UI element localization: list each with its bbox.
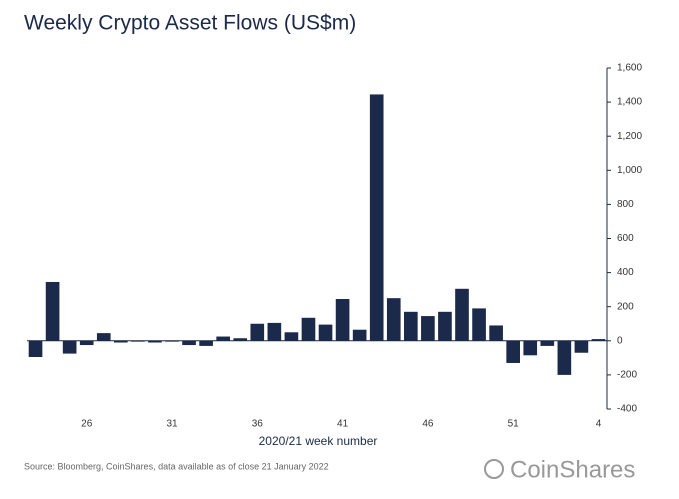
brand-icon (484, 459, 504, 479)
y-tick-label: 400 (617, 267, 634, 278)
bar (318, 324, 333, 341)
bar (352, 329, 367, 341)
bar (301, 317, 316, 341)
bar (557, 340, 572, 375)
x-tick-label: 36 (252, 419, 264, 430)
bar (45, 281, 60, 341)
bar (148, 340, 162, 343)
y-tick-label: 1,600 (617, 63, 642, 74)
bar (131, 340, 145, 342)
x-tick-label: 41 (337, 419, 349, 430)
bar (284, 332, 299, 341)
bar (182, 340, 196, 346)
bar (404, 311, 418, 341)
chart-title: Weekly Crypto Asset Flows (US$m) (24, 12, 356, 35)
bar (199, 340, 213, 346)
bar (335, 299, 350, 341)
bar (438, 311, 452, 341)
bar (216, 336, 230, 341)
x-tick-label: 51 (508, 419, 520, 430)
y-tick-label: -200 (617, 370, 637, 381)
bar (591, 339, 606, 341)
x-tick-label: 31 (166, 419, 178, 430)
brand-logo: CoinShares (510, 456, 635, 483)
bar (506, 340, 520, 363)
bar (489, 325, 503, 341)
bar (455, 288, 469, 341)
bar (421, 316, 435, 341)
y-tick-label: 800 (617, 199, 634, 210)
y-tick-label: 600 (617, 233, 634, 244)
bar (62, 340, 77, 354)
y-tick-label: 1,200 (617, 131, 642, 142)
bar (165, 340, 179, 342)
bar (96, 333, 111, 341)
source-note: Source: Bloomberg, CoinShares, data avai… (24, 461, 329, 471)
y-tick-label: 200 (617, 301, 634, 312)
x-tick-label: 26 (81, 419, 93, 430)
y-tick-label: -400 (617, 404, 637, 415)
bar (28, 340, 43, 357)
bar (369, 94, 384, 341)
bar (472, 308, 486, 341)
y-tick-label: 1,400 (617, 97, 642, 108)
bar (114, 340, 128, 343)
bar (267, 322, 282, 341)
x-tick-label: 4 (596, 419, 602, 430)
bar (250, 323, 265, 341)
bar (540, 340, 555, 346)
bar (386, 298, 401, 341)
y-tick-label: 1,000 (617, 165, 642, 176)
bar (523, 340, 538, 356)
bar (233, 338, 248, 341)
x-tick-label: 46 (422, 419, 434, 430)
x-axis-label: 2020/21 week number (259, 434, 378, 448)
y-tick-label: 0 (617, 335, 623, 346)
bar (574, 340, 589, 353)
bar (79, 340, 94, 346)
